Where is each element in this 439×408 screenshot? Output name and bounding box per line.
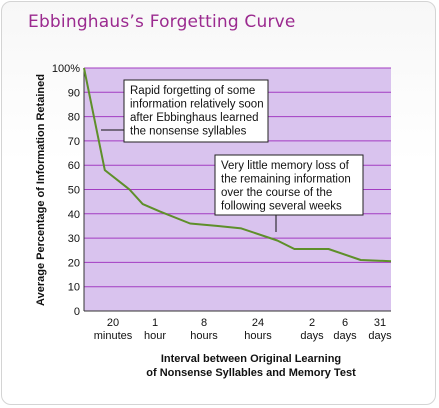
x-tick-label: 20 <box>107 317 119 329</box>
x-tick-label: 2 <box>309 317 315 329</box>
annotation-text: Rapid forgetting of some <box>130 85 255 97</box>
annotation-box <box>214 154 364 216</box>
y-tick-label: 40 <box>68 209 80 221</box>
retention-curve-line <box>83 67 392 263</box>
chart-title: Ebbinghaus’s Forgetting Curve <box>28 12 296 32</box>
x-axis-label: of Nonsense Syllables and Memory Test <box>146 367 356 379</box>
x-tick-label: 31 <box>374 317 386 329</box>
annotation-text: the remaining information <box>221 174 351 186</box>
x-tick-label: 24 <box>252 317 264 329</box>
x-tick-label: days <box>333 330 357 342</box>
y-tick-label: 80 <box>68 112 80 124</box>
annotation-text: after Ebbinghaus learned <box>130 112 259 124</box>
y-tick-label: 20 <box>68 257 80 269</box>
annotation-box <box>123 79 269 143</box>
y-tick-label: 50 <box>68 185 80 197</box>
annotation-text: Very little memory loss of <box>221 160 350 172</box>
y-tick-label: 10 <box>68 282 80 294</box>
y-axis-label: Average Percentage of Information Retain… <box>35 74 47 306</box>
annotation-text: over the course of the <box>221 187 332 199</box>
x-tick-label: hour <box>144 330 166 342</box>
x-tick-label: 8 <box>201 317 207 329</box>
y-tick-label: 30 <box>68 233 80 245</box>
x-tick-label: hours <box>244 330 272 342</box>
annotation-text: the nonsense syllables <box>130 126 247 138</box>
x-axis-label: Interval between Original Learning <box>161 353 341 365</box>
annotation-text: information relatively soon <box>130 99 264 111</box>
x-tick-label: hours <box>190 330 218 342</box>
annotation-text: following several weeks <box>221 201 342 213</box>
x-tick-label: 6 <box>342 317 348 329</box>
y-tick-label: 0 <box>74 306 80 318</box>
x-tick-label: 1 <box>152 317 158 329</box>
y-tick-label: 100% <box>52 63 80 75</box>
y-tick-label: 70 <box>68 136 80 148</box>
y-tick-label: 60 <box>68 160 80 172</box>
x-tick-label: days <box>300 330 324 342</box>
x-tick-label: minutes <box>94 330 133 342</box>
y-tick-label: 90 <box>68 87 80 99</box>
x-tick-label: days <box>368 330 392 342</box>
